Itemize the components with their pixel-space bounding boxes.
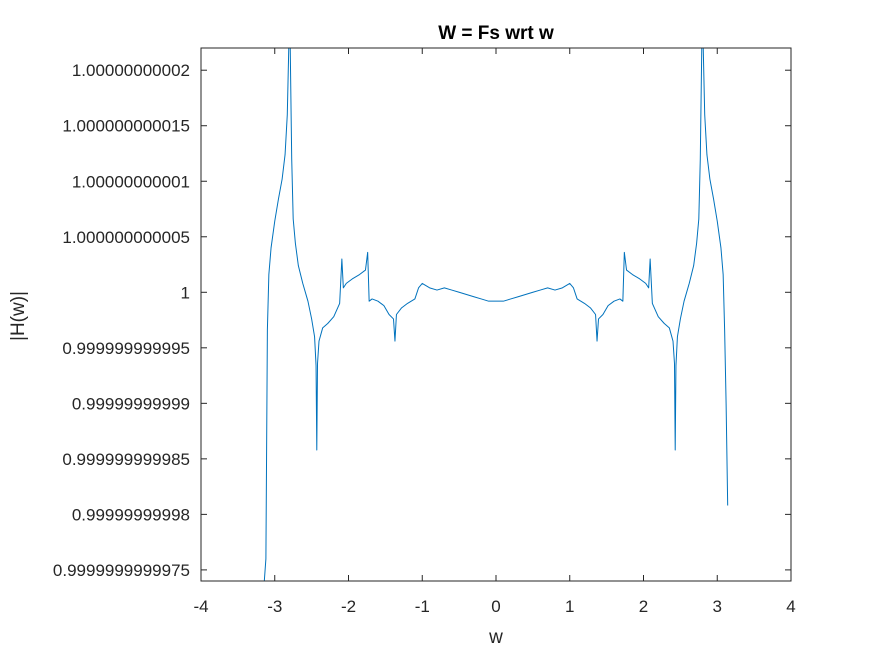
- axes: -4 -3 -2 -1 0 1 2 3 4 0.9999999999975 0.9999999999…: [53, 47, 796, 616]
- chart-title: W = Fs wrt w: [438, 23, 554, 44]
- x-tick-label: 0: [491, 597, 500, 616]
- series-line-0: [263, 48, 729, 581]
- y-tick-label: 0.99999999999: [72, 394, 190, 413]
- x-tick-label: 2: [639, 597, 648, 616]
- y-tick-label: 1.000000000015: [62, 117, 190, 136]
- y-tick-label: 1.00000000001: [72, 172, 190, 191]
- x-tick-label: -3: [267, 597, 282, 616]
- y-tick-label: 0.999999999995: [62, 339, 190, 358]
- x-tick-label: -4: [193, 597, 208, 616]
- x-tick-label: -1: [415, 597, 430, 616]
- y-axis-title: |H(w)|: [8, 291, 29, 341]
- y-tick-label: 1.00000000002: [72, 61, 190, 80]
- y-tick-label: 0.99999999998: [72, 505, 190, 524]
- y-tick-label: 1.000000000005: [62, 228, 190, 247]
- y-tick-label: 0.9999999999975: [53, 561, 190, 580]
- x-tick-label: 1: [565, 597, 574, 616]
- plot-area: [263, 48, 729, 581]
- x-axis-title: w: [488, 627, 503, 648]
- x-tick-label: 3: [713, 597, 722, 616]
- x-tick-label: 4: [786, 597, 795, 616]
- y-tick-label: 0.999999999985: [62, 450, 190, 469]
- x-tick-label: -2: [341, 597, 356, 616]
- y-tick-label: 1: [181, 283, 190, 302]
